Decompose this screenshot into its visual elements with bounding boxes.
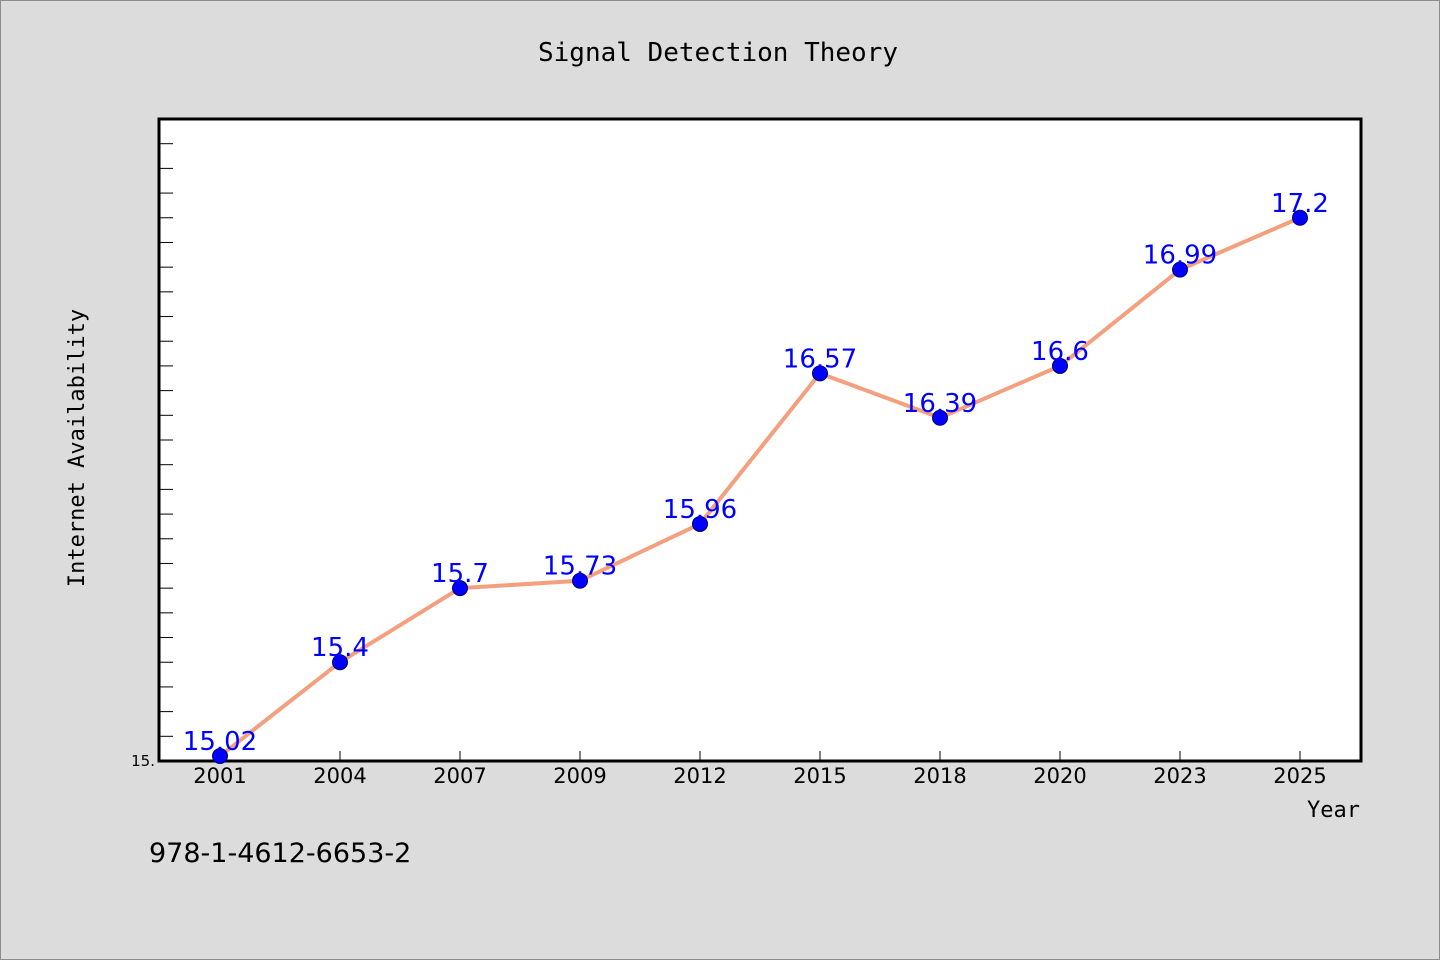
x-tick-label: 2001 — [193, 764, 246, 788]
data-label: 15.96 — [663, 495, 737, 525]
data-label: 16.6 — [1031, 337, 1089, 367]
x-tick-label: 2023 — [1153, 764, 1206, 788]
x-tick-label: 2018 — [913, 764, 966, 788]
data-point — [452, 580, 468, 597]
data-label: 16.57 — [783, 344, 857, 374]
chart-title: Signal Detection Theory — [538, 38, 898, 68]
data-label: 16.39 — [903, 389, 977, 419]
data-point — [932, 409, 948, 426]
x-tick-label: 2009 — [553, 764, 606, 788]
x-tick-label: 2004 — [313, 764, 366, 788]
x-axis-label: Year — [1307, 798, 1360, 823]
data-label: 15.73 — [543, 552, 617, 582]
data-point — [812, 365, 828, 382]
y-axis-ticks — [159, 143, 173, 737]
data-label: 17.2 — [1271, 189, 1329, 219]
data-point — [1292, 209, 1308, 226]
series-line — [218, 215, 1301, 758]
y-axis-label: Internet Availability — [65, 309, 90, 587]
x-tick-label: 2015 — [793, 764, 846, 788]
x-axis-ticks: 2001 2004 2007 2009 2012 2015 2018 2020 2023 2025 — [193, 751, 1327, 788]
data-label: 15.7 — [431, 559, 489, 589]
plot-area — [157, 117, 1363, 763]
data-point — [572, 572, 588, 589]
x-tick-label: 2025 — [1273, 764, 1326, 788]
data-label: 15.4 — [311, 633, 369, 663]
data-label: 15.02 — [183, 727, 257, 757]
x-tick-label: 2012 — [673, 764, 726, 788]
data-point — [692, 515, 708, 532]
x-tick-label: 2020 — [1033, 764, 1086, 788]
y-tick-label: 15. — [131, 752, 155, 770]
footnote-isbn: 978-1-4612-6653-2 — [149, 838, 411, 869]
x-tick-label: 2007 — [433, 764, 486, 788]
data-point — [212, 748, 228, 765]
data-point — [332, 654, 348, 671]
data-point — [1172, 261, 1188, 278]
data-label: 16.99 — [1143, 241, 1217, 271]
series-layer: 15.02 15.4 15.7 15.73 15.96 16.57 16.39 16.6 16.… — [183, 189, 1329, 765]
data-point — [1052, 357, 1068, 374]
